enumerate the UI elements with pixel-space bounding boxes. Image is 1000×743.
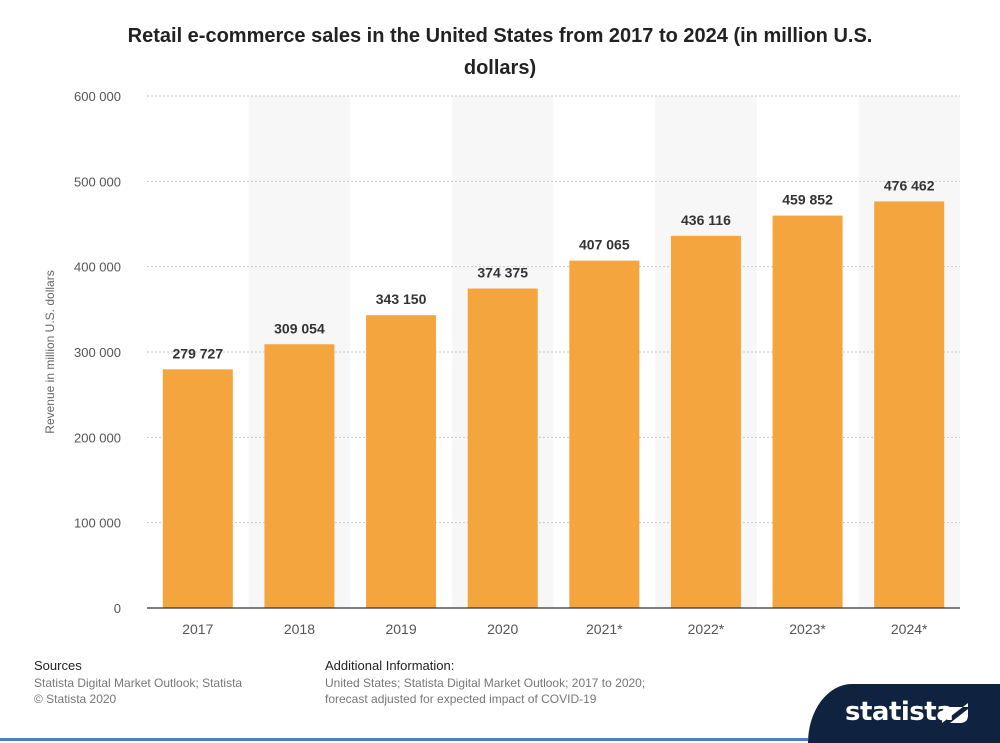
- data-label: 436 116: [681, 212, 731, 228]
- x-tick-label: 2021*: [586, 621, 623, 637]
- x-tick-label: 2024*: [891, 621, 928, 637]
- sources-heading: Sources: [34, 658, 82, 673]
- bottom-accent-rule: [0, 738, 808, 741]
- additional-info-heading: Additional Information:: [325, 658, 455, 673]
- bar: [264, 344, 335, 608]
- y-tick-label: 200 000: [74, 430, 121, 445]
- data-label: 407 065: [579, 237, 630, 253]
- brand-ribbon: [808, 684, 1000, 743]
- y-tick-label: 400 000: [74, 260, 121, 275]
- y-tick-label: 600 000: [74, 89, 121, 104]
- x-tick-label: 2018: [284, 621, 315, 637]
- x-tick-labels: 2017 2018 2019 2020 2021* 2022* 2023* 2024*: [182, 621, 928, 637]
- bar: [467, 288, 538, 608]
- bar: [874, 201, 945, 608]
- brand-logo-text[interactable]: statista: [845, 697, 954, 727]
- bar: [366, 315, 437, 608]
- copyright-line: © Statista 2020: [34, 692, 117, 706]
- bar: [670, 235, 741, 608]
- data-label: 459 852: [782, 192, 833, 208]
- x-tick-label: 2023*: [789, 621, 826, 637]
- bar: [772, 215, 843, 608]
- sources-block: Sources Statista Digital Market Outlook;…: [34, 658, 294, 707]
- x-tick-label: 2020: [487, 621, 518, 637]
- chart-title: Retail e-commerce sales in the United St…: [127, 25, 873, 79]
- data-label: 374 375: [477, 265, 528, 281]
- additional-info-line: United States; Statista Digital Market O…: [325, 676, 646, 690]
- y-tick-labels: 0 100 000 200 000 300 000 400 000 500 000 600 …: [74, 89, 121, 616]
- data-label: 309 054: [274, 320, 325, 336]
- data-label: 343 150: [376, 291, 427, 307]
- additional-info-block: Additional Information: United States; S…: [325, 658, 685, 707]
- y-axis-label: Revenue in million U.S. dollars: [43, 270, 57, 433]
- y-tick-label: 300 000: [74, 345, 121, 360]
- data-labels: 279 727 309 054 343 150 374 375 407 065 436 1…: [173, 177, 935, 361]
- bar-chart: 0 100 000 200 000 300 000 400 000 500 000 600 …: [43, 89, 960, 637]
- data-label: 279 727: [173, 345, 224, 361]
- y-tick-label: 500 000: [74, 174, 121, 189]
- y-tick-label: 100 000: [74, 516, 121, 531]
- x-tick-label: 2019: [385, 621, 416, 637]
- sources-line: Statista Digital Market Outlook; Statist…: [34, 676, 243, 690]
- bar: [162, 369, 233, 608]
- x-tick-label: 2017: [182, 621, 213, 637]
- x-tick-label: 2022*: [688, 621, 725, 637]
- y-tick-label: 0: [114, 601, 121, 616]
- bar: [569, 260, 640, 608]
- statista-logo-icon: [942, 703, 968, 723]
- bars: [162, 201, 945, 608]
- additional-info-line: forecast adjusted for expected impact of…: [325, 692, 597, 706]
- data-label: 476 462: [884, 177, 935, 193]
